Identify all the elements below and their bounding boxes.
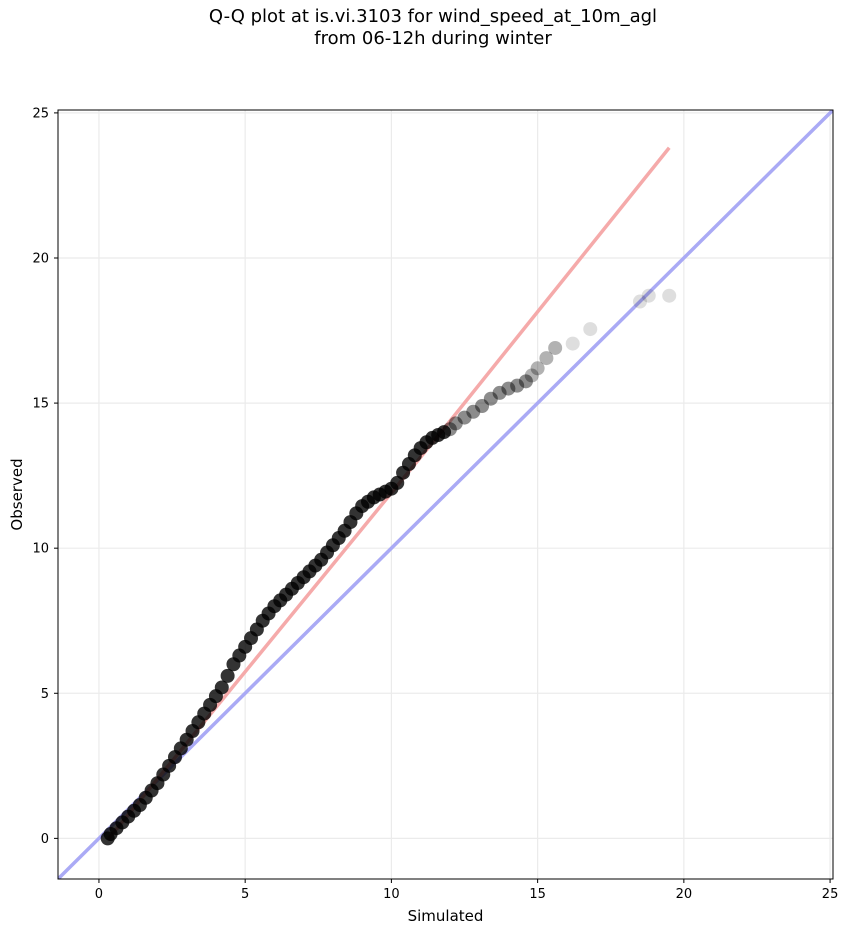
grid-layer [58, 110, 833, 879]
quantile-point [565, 336, 580, 351]
y-tick-label: 25 [32, 106, 49, 121]
quantile-point [632, 294, 647, 309]
chart-title-line-2: from 06-12h during winter [314, 28, 552, 49]
tick-layer: 0 5 10 15 20 25 0 5 10 15 20 25 [32, 106, 838, 902]
y-tick-label: 0 [41, 832, 49, 847]
quantile-point [518, 374, 533, 389]
x-tick-label: 15 [529, 887, 546, 902]
x-axis-label: Simulated [408, 907, 484, 925]
x-tick-label: 0 [95, 887, 103, 902]
quantile-point [390, 475, 405, 490]
quantile-point [214, 680, 229, 695]
y-tick-label: 15 [32, 397, 49, 412]
y-tick-label: 5 [41, 687, 49, 702]
quantile-point [457, 410, 472, 425]
data-layer [58, 110, 833, 879]
x-tick-label: 20 [676, 887, 693, 902]
quantile-point [466, 404, 481, 419]
chart-title-line-1: Q-Q plot at is.vi.3103 for wind_speed_at… [208, 6, 658, 27]
quantile-point [662, 288, 677, 303]
chart-title: Q-Q plot at is.vi.3103 for wind_speed_at… [0, 6, 850, 50]
quantile-point [220, 668, 235, 683]
quantile-point [448, 416, 463, 431]
y-tick-label: 10 [32, 542, 49, 557]
quantile-point [524, 368, 539, 383]
quantile-point [442, 422, 457, 437]
quantile-point [483, 391, 498, 406]
x-tick-label: 25 [822, 887, 839, 902]
quantile-point [583, 322, 598, 337]
x-tick-label: 5 [241, 887, 249, 902]
x-tick-label: 10 [383, 887, 400, 902]
quantile-point [501, 381, 516, 396]
quantile-point [510, 378, 525, 393]
quantile-point [492, 385, 507, 400]
quantile-point [530, 361, 545, 376]
quantile-point [539, 351, 554, 366]
plot-frame [57, 109, 834, 880]
quantile-point [548, 340, 563, 355]
quantile-point [437, 425, 452, 440]
y-tick-label: 20 [32, 251, 49, 266]
y-axis-label: Observed [8, 458, 26, 530]
quantile-point [641, 288, 656, 303]
quantile-point [475, 398, 490, 413]
